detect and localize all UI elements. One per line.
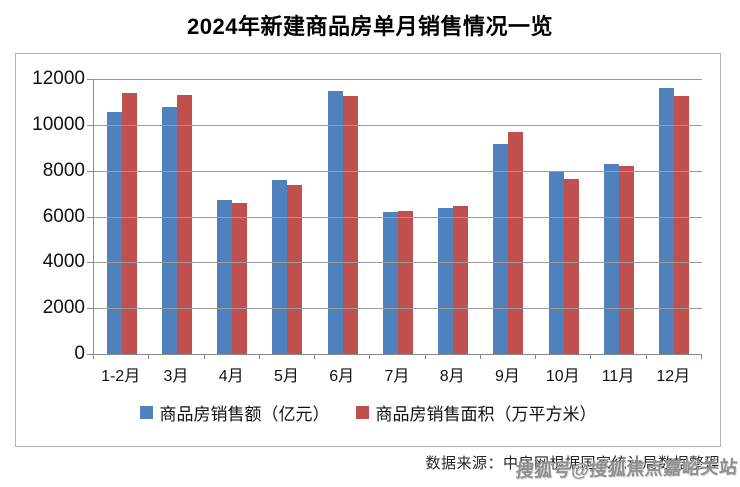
bar-group <box>647 79 702 354</box>
y-axis-tick <box>87 354 94 355</box>
plot-area: 0 2000 4000 6000 8000 10000 12000 <box>32 69 702 364</box>
bar <box>382 212 398 354</box>
y-axis-tick <box>87 216 94 218</box>
legend-swatch <box>139 406 153 419</box>
gridline <box>94 216 702 218</box>
y-axis-tick <box>87 170 94 172</box>
x-axis-tick <box>701 354 702 359</box>
x-tick-label: 8月 <box>439 368 465 385</box>
y-tick-label: 4000 <box>42 251 85 273</box>
x-axis-tick <box>203 354 205 359</box>
bar <box>508 132 524 354</box>
y-tick-label: 12000 <box>32 68 85 89</box>
bar <box>674 95 690 354</box>
legend-label: 商品房销售额（亿元） <box>159 405 330 424</box>
x-tick-label: 6月 <box>329 368 355 385</box>
bar <box>604 164 620 354</box>
bar-group <box>315 79 370 354</box>
bar <box>327 91 343 354</box>
gridline <box>94 79 702 80</box>
x-axis-tick <box>479 354 481 359</box>
y-tick-label: 6000 <box>42 205 85 227</box>
bar <box>121 93 137 354</box>
x-axis-tick <box>148 354 150 359</box>
x-axis-tick <box>535 354 537 359</box>
bar <box>493 144 509 354</box>
bar <box>438 207 454 354</box>
bar <box>342 95 358 354</box>
legend: 商品房销售额（亿元） 商品房销售面积（万平方米） <box>16 400 720 425</box>
y-tick-label: 8000 <box>42 159 85 181</box>
x-tick-label: 3月 <box>163 368 189 385</box>
x-axis-tick <box>645 354 647 359</box>
x-tick-label: 10月 <box>545 368 580 385</box>
bar <box>287 184 303 354</box>
gridline <box>94 124 702 126</box>
x-axis-tick <box>93 354 94 359</box>
bar-group <box>260 79 315 354</box>
legend-item: 商品房销售面积（万平方米） <box>355 400 597 425</box>
x-tick-label: 5月 <box>273 368 299 385</box>
y-axis-tick <box>87 262 94 264</box>
x-tick-label: 7月 <box>384 368 410 385</box>
bar-group <box>370 79 425 354</box>
bar-group <box>205 79 260 354</box>
bar <box>176 95 192 354</box>
x-tick-label: 4月 <box>218 368 244 385</box>
gridline <box>94 170 702 172</box>
legend-item: 商品房销售额（亿元） <box>139 400 330 425</box>
x-axis-tick <box>424 354 426 359</box>
watermark: 搜狐号@搜狐焦点嘉峪关站 <box>515 457 739 481</box>
chart-title: 2024年新建商品房单月销售情况一览 <box>187 14 553 39</box>
x-tick-label: 12月 <box>656 368 691 385</box>
y-axis-tick <box>87 124 94 126</box>
gridline <box>94 308 702 310</box>
bar-group <box>149 79 204 354</box>
y-tick-label: 10000 <box>32 113 85 135</box>
legend-swatch <box>355 406 369 419</box>
bar-groups <box>94 79 702 354</box>
bar-group <box>481 79 536 354</box>
data-source-text: 数据来源：中房网根据国家统计局数据整理 <box>425 455 720 472</box>
x-tick-label: 9月 <box>495 368 520 385</box>
bar <box>397 211 413 354</box>
bar <box>659 87 675 354</box>
x-axis-tick <box>590 354 592 359</box>
x-tick-label: 1-2月 <box>101 368 141 385</box>
bar <box>619 166 635 354</box>
y-axis-tick <box>87 79 94 80</box>
bar-group <box>94 79 149 354</box>
y-tick-label: 2000 <box>42 297 85 319</box>
legend-label: 商品房销售面积（万平方米） <box>375 405 597 424</box>
x-axis-tick <box>369 354 371 359</box>
x-axis-labels: 1-2月 3月 4月 5月 6月 7月 8月 9月 10月 11月 12月 <box>93 362 701 386</box>
x-axis-tick <box>258 354 260 359</box>
bar-group <box>426 79 481 354</box>
y-tick-label: 0 <box>74 343 85 364</box>
x-tick-label: 11月 <box>601 368 635 385</box>
gridline <box>94 262 702 264</box>
chart-frame: 0 2000 4000 6000 8000 10000 12000 1-2月 3月 4月 5月 6月… <box>15 53 721 447</box>
bar <box>563 178 579 354</box>
bar <box>217 200 233 354</box>
bar <box>453 206 469 354</box>
bar <box>272 179 288 354</box>
bar <box>106 111 122 354</box>
x-axis-tick <box>314 354 316 359</box>
y-axis-tick <box>87 308 94 310</box>
bar-group <box>591 79 646 354</box>
bar <box>232 203 248 354</box>
bar <box>161 106 177 354</box>
